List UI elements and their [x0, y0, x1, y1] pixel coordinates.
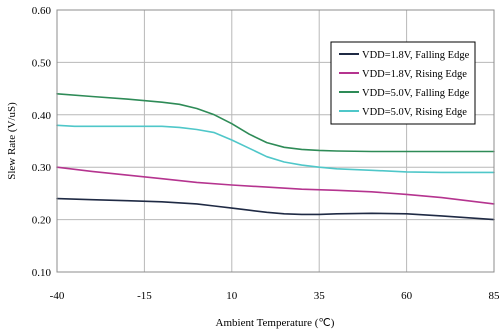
series-line-2 — [56, 166, 495, 205]
y-axis-title: Slew Rate (V/uS) — [6, 102, 18, 180]
series-line-4 — [56, 124, 495, 174]
legend-label-3: VDD=5.0V, Falling Edge — [362, 88, 470, 99]
y-tick-label: 0.60 — [32, 5, 52, 17]
y-tick-label: 0.50 — [32, 57, 52, 69]
series-line-3 — [56, 93, 495, 153]
series-line-1 — [56, 197, 495, 221]
x-axis-title: Ambient Temperature (℃) — [216, 317, 335, 329]
y-tick-label: 0.30 — [32, 162, 52, 174]
legend-label-2: VDD=1.8V, Rising Edge — [362, 69, 467, 80]
legend-label-1: VDD=1.8V, Falling Edge — [362, 50, 470, 61]
plot-frame — [56, 9, 495, 273]
legend-label-4: VDD=5.0V, Rising Edge — [362, 107, 467, 118]
x-tick-label: -15 — [137, 290, 152, 302]
x-tick-label: 10 — [226, 290, 238, 302]
x-tick-label: -40 — [50, 290, 65, 302]
y-tick-label: 0.40 — [32, 110, 52, 122]
legend: VDD=1.8V, Falling Edge VDD=1.8V, Rising E… — [330, 41, 476, 125]
y-tick-label: 0.20 — [32, 215, 52, 227]
x-tick-label: 60 — [401, 290, 413, 302]
data-series — [56, 93, 495, 221]
tick-labels: 0.10 0.20 0.30 0.40 0.50 0.60 -40 -15 10 35 60 85 — [32, 5, 499, 302]
x-tick-label: 35 — [314, 290, 326, 302]
x-tick-label: 85 — [489, 290, 499, 302]
y-tick-label: 0.10 — [32, 267, 52, 279]
